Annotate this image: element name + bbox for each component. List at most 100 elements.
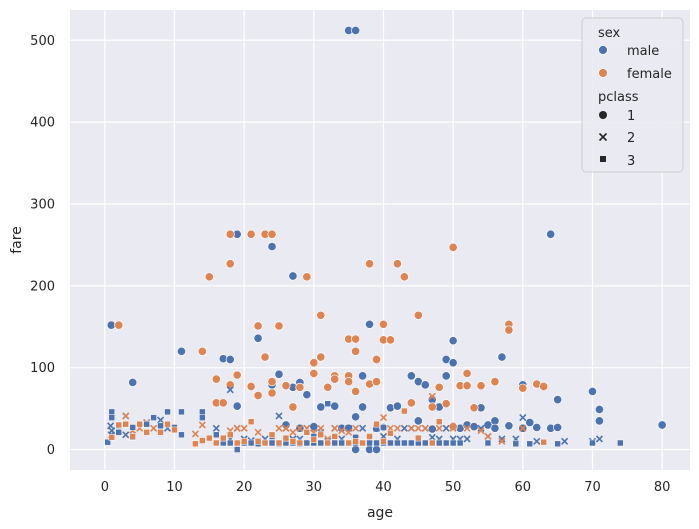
point-male-class3 <box>247 439 255 447</box>
point-male-class1 <box>302 390 312 400</box>
point-male-class1 <box>497 352 507 362</box>
point-male-class1 <box>546 229 556 239</box>
point-male-class3 <box>104 438 112 446</box>
point-female-class1 <box>351 386 361 396</box>
x-axis-label: age <box>367 505 393 521</box>
y-tick-label: 300 <box>30 197 55 212</box>
point-female-class3 <box>240 438 248 445</box>
point-male-class2 <box>442 424 450 432</box>
point-female-class2 <box>407 424 415 432</box>
point-female-class3 <box>275 439 283 447</box>
point-male-class1 <box>365 319 375 329</box>
point-female-class2 <box>282 424 290 432</box>
point-male-class1 <box>232 401 242 411</box>
legend-marker-male <box>598 45 608 55</box>
point-female-class3 <box>387 429 394 437</box>
x-tick-label: 70 <box>584 480 601 495</box>
y-axis-label: fare <box>9 226 25 254</box>
legend-marker-pclass-1 <box>599 111 607 119</box>
point-female-class1 <box>288 402 298 412</box>
y-tick-labels: 0 100 200 300 400 500 <box>30 34 55 458</box>
point-male-class2 <box>359 424 367 432</box>
point-male-class2 <box>108 427 116 435</box>
point-male-class1 <box>406 371 416 381</box>
point-male-class3 <box>435 439 443 447</box>
point-female-class1 <box>267 229 277 239</box>
point-female-class1 <box>330 374 340 384</box>
point-female-class3 <box>143 429 150 436</box>
point-female-class3 <box>331 433 338 440</box>
point-female-class1 <box>504 325 514 335</box>
point-female-class1 <box>462 368 472 378</box>
point-female-class2 <box>393 424 401 432</box>
point-female-class3 <box>254 438 262 445</box>
point-female-class3 <box>220 434 227 442</box>
point-female-class3 <box>199 437 206 444</box>
legend-label-pclass-2: 2 <box>627 131 635 146</box>
point-female-class2 <box>463 424 471 432</box>
x-tick-label: 0 <box>101 480 109 495</box>
point-female-class2 <box>435 424 443 432</box>
point-female-class1 <box>469 403 479 413</box>
point-female-class1 <box>518 383 528 393</box>
point-female-class2 <box>421 424 429 432</box>
point-female-class3 <box>282 434 290 442</box>
point-female-class2 <box>296 424 304 432</box>
point-female-class1 <box>441 399 451 409</box>
point-female-class1 <box>490 377 500 387</box>
x-tick-label: 80 <box>654 480 671 495</box>
point-male-class2 <box>519 414 527 422</box>
legend-label-pclass-3: 3 <box>627 154 635 169</box>
point-male-class1 <box>288 271 298 281</box>
point-female-class1 <box>448 422 458 432</box>
point-male-class2 <box>533 437 541 445</box>
point-male-class2 <box>212 424 220 432</box>
point-female-class3 <box>157 429 164 436</box>
point-female-class3 <box>428 439 436 447</box>
x-tick-label: 50 <box>445 480 462 495</box>
point-female-class1 <box>462 381 472 391</box>
point-male-class1 <box>553 422 563 432</box>
x-tick-label: 30 <box>306 480 323 495</box>
point-female-class1 <box>539 381 549 392</box>
point-male-class3 <box>456 439 464 447</box>
point-male-class2 <box>428 433 436 441</box>
point-male-class1 <box>316 402 326 412</box>
point-female-class1 <box>378 319 389 329</box>
point-male-class1 <box>504 421 514 431</box>
point-female-class2 <box>379 414 388 422</box>
point-female-class1 <box>392 259 402 269</box>
point-male-class3 <box>115 429 123 436</box>
point-male-class3 <box>199 408 206 416</box>
point-male-class3 <box>213 431 220 439</box>
point-female-class1 <box>204 272 214 282</box>
point-male-class3 <box>226 439 234 447</box>
point-male-class3 <box>380 424 387 431</box>
point-female-class1 <box>232 370 242 380</box>
point-female-class1 <box>114 320 124 330</box>
point-male-class1 <box>225 354 235 365</box>
point-male-class3 <box>268 439 276 447</box>
point-female-class3 <box>352 438 359 445</box>
point-male-class1 <box>441 371 451 381</box>
point-male-class3 <box>401 439 408 447</box>
point-male-class3 <box>589 439 596 447</box>
point-male-class3 <box>442 439 450 447</box>
point-male-class1 <box>267 241 277 252</box>
point-female-class3 <box>310 436 318 443</box>
point-female-class3 <box>435 418 443 425</box>
point-female-class1 <box>295 382 305 392</box>
point-male-class1 <box>371 444 382 455</box>
point-female-class3 <box>192 440 199 448</box>
point-female-class1 <box>253 321 263 331</box>
point-female-class3 <box>136 420 143 428</box>
point-male-class2 <box>561 437 569 445</box>
point-female-class3 <box>345 439 352 447</box>
point-female-class2 <box>519 424 527 432</box>
point-male-class3 <box>303 439 311 447</box>
point-female-class1 <box>344 377 354 387</box>
point-male-class3 <box>366 439 373 447</box>
legend-marker-pclass-3 <box>600 156 606 162</box>
point-female-class1 <box>448 242 458 252</box>
point-male-class2 <box>498 435 506 443</box>
